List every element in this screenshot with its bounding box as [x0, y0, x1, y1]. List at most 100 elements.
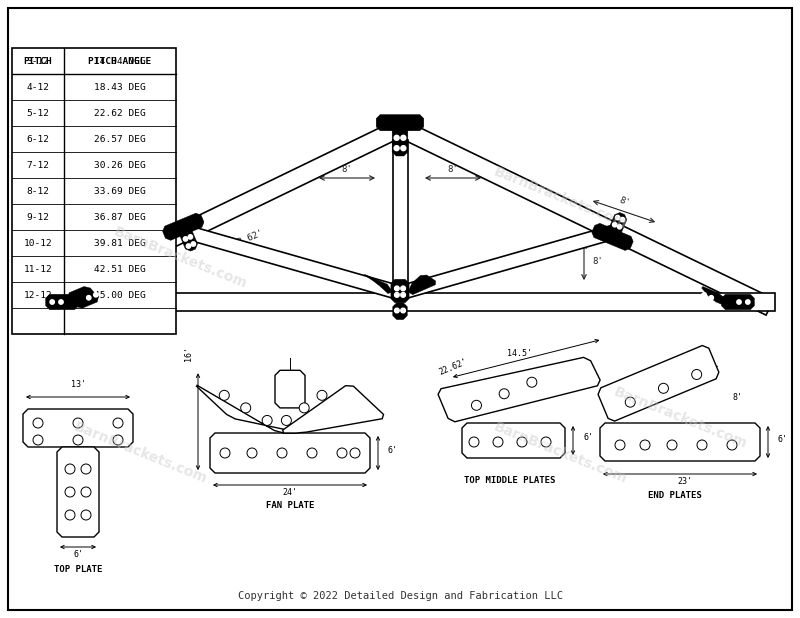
Circle shape: [350, 448, 360, 458]
Circle shape: [394, 135, 399, 140]
Text: 6': 6': [778, 435, 788, 444]
Circle shape: [33, 418, 43, 428]
Circle shape: [697, 440, 707, 450]
Text: 10-12: 10-12: [24, 239, 52, 247]
Circle shape: [471, 400, 482, 410]
Circle shape: [394, 292, 399, 297]
Polygon shape: [68, 287, 98, 308]
Text: 6': 6': [583, 433, 593, 442]
Text: 8': 8': [448, 166, 458, 174]
Circle shape: [33, 435, 43, 445]
Circle shape: [220, 448, 230, 458]
Polygon shape: [26, 120, 404, 315]
Text: Copyright © 2022 Detailed Design and Fabrication LLC: Copyright © 2022 Detailed Design and Fab…: [238, 591, 562, 601]
Text: 4-12: 4-12: [26, 82, 50, 91]
Circle shape: [493, 437, 503, 447]
Text: 8': 8': [592, 257, 602, 266]
Polygon shape: [438, 357, 600, 421]
Polygon shape: [46, 294, 78, 310]
Text: 8': 8': [342, 166, 352, 174]
Polygon shape: [396, 120, 774, 315]
Circle shape: [241, 403, 250, 413]
Circle shape: [186, 244, 190, 248]
Circle shape: [737, 300, 742, 304]
Circle shape: [65, 510, 75, 520]
Polygon shape: [392, 125, 408, 156]
Text: BarnBrackets.com: BarnBrackets.com: [491, 420, 629, 486]
Text: BarnBrackets.com: BarnBrackets.com: [611, 385, 749, 451]
Text: 30.26 DEG: 30.26 DEG: [94, 161, 146, 169]
Polygon shape: [57, 447, 99, 537]
Text: 14.04 DEG: 14.04 DEG: [94, 56, 146, 66]
Text: BarnBrackets.com: BarnBrackets.com: [111, 225, 249, 291]
Circle shape: [613, 222, 617, 227]
Circle shape: [81, 487, 91, 497]
Polygon shape: [23, 409, 133, 447]
Text: 36.87 DEG: 36.87 DEG: [94, 213, 146, 221]
Text: 15.5': 15.5': [653, 371, 678, 380]
Circle shape: [615, 216, 620, 220]
Text: 9-12: 9-12: [26, 213, 50, 221]
Circle shape: [59, 300, 63, 304]
Text: PITCH ANGLE: PITCH ANGLE: [88, 56, 152, 66]
Circle shape: [219, 391, 230, 400]
Polygon shape: [178, 226, 198, 251]
Circle shape: [247, 448, 257, 458]
Circle shape: [727, 440, 737, 450]
Polygon shape: [462, 423, 565, 458]
Polygon shape: [398, 225, 617, 300]
Circle shape: [640, 440, 650, 450]
Circle shape: [113, 435, 123, 445]
Text: 12-12: 12-12: [24, 290, 52, 300]
Text: 8-12: 8-12: [26, 187, 50, 195]
Text: 18.43 DEG: 18.43 DEG: [94, 82, 146, 91]
Polygon shape: [600, 423, 760, 461]
Text: 22.62': 22.62': [671, 347, 702, 367]
Circle shape: [262, 415, 272, 425]
Circle shape: [73, 418, 83, 428]
Text: FAN PLATE: FAN PLATE: [266, 501, 314, 510]
Circle shape: [65, 464, 75, 474]
Circle shape: [658, 383, 669, 393]
Polygon shape: [275, 370, 305, 408]
Circle shape: [337, 448, 347, 458]
Circle shape: [113, 418, 123, 428]
Text: 8': 8': [618, 195, 630, 208]
Circle shape: [746, 300, 750, 304]
Text: 16': 16': [183, 346, 193, 361]
Text: 45.00 DEG: 45.00 DEG: [94, 290, 146, 300]
Circle shape: [401, 292, 406, 297]
Text: 5-12: 5-12: [26, 109, 50, 117]
Polygon shape: [393, 140, 407, 293]
Circle shape: [86, 295, 91, 300]
Text: 39.81 DEG: 39.81 DEG: [94, 239, 146, 247]
Text: BarnBrackets.com: BarnBrackets.com: [71, 420, 209, 486]
Circle shape: [541, 437, 551, 447]
Text: TOP MIDDLE PLATES: TOP MIDDLE PLATES: [464, 476, 556, 485]
Text: 22.62 DEG: 22.62 DEG: [94, 109, 146, 117]
Text: 22.62': 22.62': [320, 396, 351, 415]
Circle shape: [394, 308, 399, 313]
Circle shape: [401, 308, 406, 313]
Polygon shape: [210, 433, 370, 473]
Text: 14.5': 14.5': [507, 349, 533, 358]
Circle shape: [81, 464, 91, 474]
Polygon shape: [409, 275, 436, 295]
Text: 42.51 DEG: 42.51 DEG: [94, 265, 146, 274]
Polygon shape: [376, 114, 424, 131]
Circle shape: [626, 397, 635, 407]
Polygon shape: [364, 274, 391, 294]
Text: 6': 6': [73, 550, 83, 559]
Circle shape: [394, 286, 399, 290]
Text: 22.62': 22.62': [438, 357, 469, 377]
Polygon shape: [608, 213, 626, 238]
Circle shape: [94, 292, 98, 297]
Circle shape: [317, 391, 327, 400]
Circle shape: [299, 403, 309, 413]
Text: 13': 13': [70, 380, 86, 389]
Circle shape: [81, 510, 91, 520]
Circle shape: [692, 370, 702, 379]
Circle shape: [527, 377, 537, 387]
Polygon shape: [391, 279, 409, 303]
Circle shape: [401, 286, 406, 290]
